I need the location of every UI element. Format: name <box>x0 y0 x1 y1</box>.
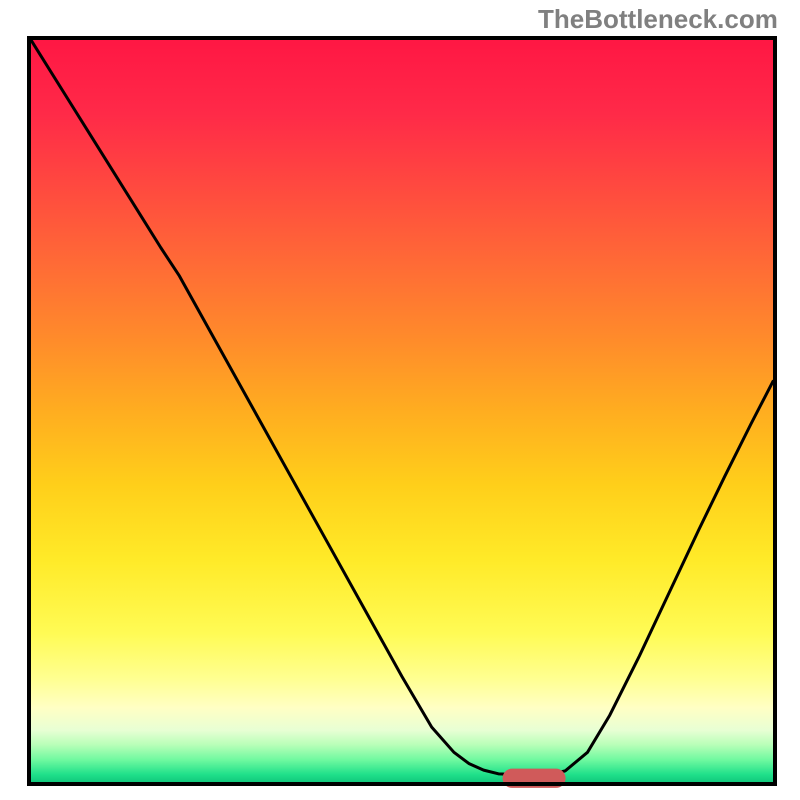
chart-svg <box>0 0 800 800</box>
plot-background <box>31 40 773 782</box>
chart-root: TheBottleneck.com <box>0 0 800 800</box>
